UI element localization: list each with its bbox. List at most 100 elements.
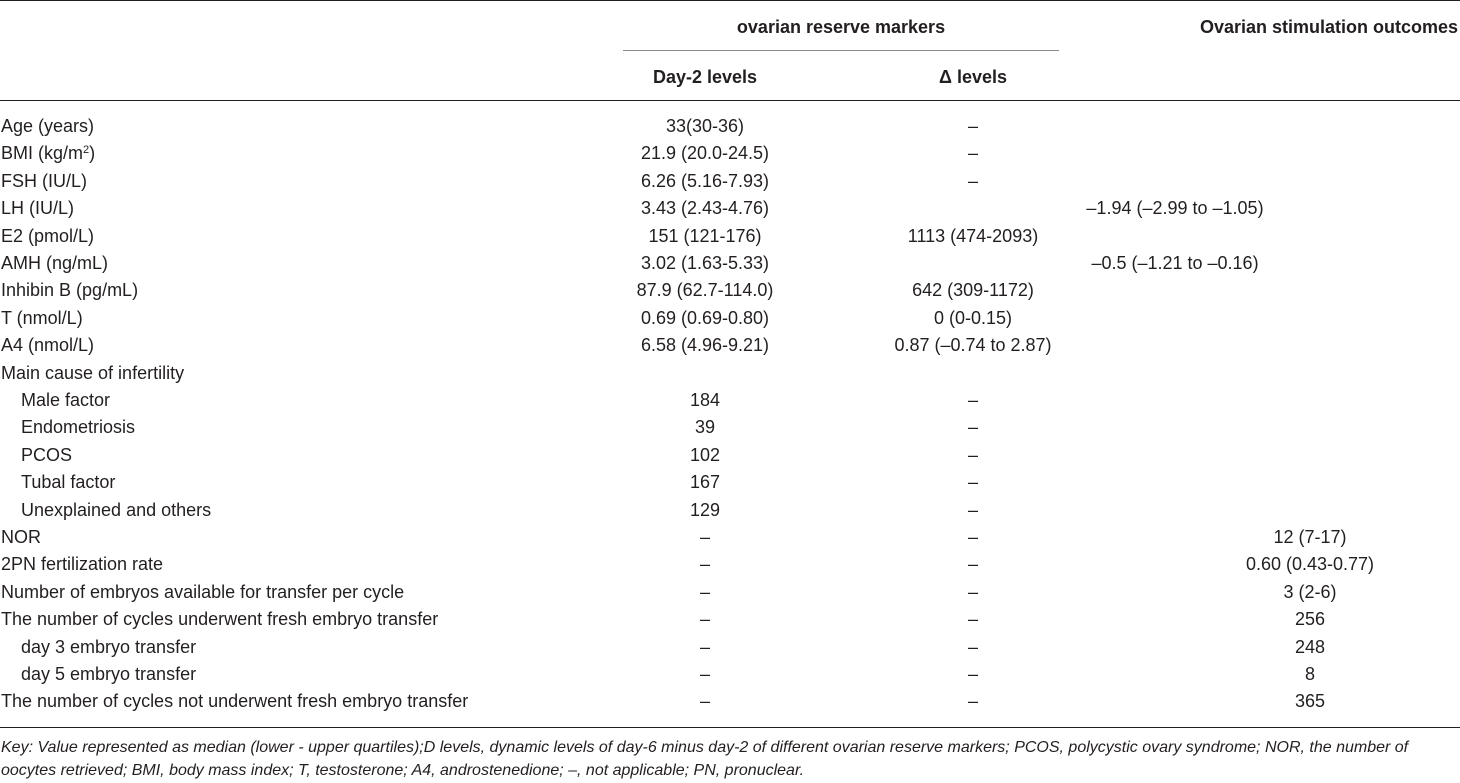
table-row: T (nmol/L) 0.69 (0.69-0.80) 0 (0-0.15) bbox=[0, 305, 1460, 332]
outcome-value: 0.60 (0.43-0.77) bbox=[1245, 554, 1375, 575]
outcome-value: 256 bbox=[1294, 609, 1326, 630]
day2-value: 167 bbox=[689, 472, 721, 493]
day2-value: 87.9 (62.7-114.0) bbox=[636, 280, 774, 301]
row-label-text: LH (IU/L) bbox=[1, 198, 75, 219]
row-label: Main cause of infertility bbox=[1, 360, 184, 387]
table-row: Number of embryos available for transfer… bbox=[0, 579, 1460, 606]
table-top-rule bbox=[0, 0, 1460, 1]
row-label: T (nmol/L) bbox=[1, 305, 83, 332]
row-label: BMI (kg/m2) bbox=[1, 140, 95, 167]
row-label-text: E2 (pmol/L) bbox=[1, 225, 95, 246]
delta-value: – bbox=[967, 390, 978, 410]
table-row: Inhibin B (pg/mL) 87.9 (62.7-114.0) 642 (3… bbox=[0, 277, 1460, 304]
delta-value: – bbox=[967, 527, 978, 547]
row-label-text: NOR bbox=[1, 527, 41, 547]
table-row: AMH (ng/mL) 3.02 (1.63-5.33) –0.5 (–1.21 t… bbox=[0, 250, 1460, 277]
day2-value: 3.43 (2.43-4.76) bbox=[640, 198, 770, 219]
outcome-value: 3 (2-6) bbox=[1283, 581, 1337, 602]
row-label-text: Inhibin B (pg/mL) bbox=[1, 280, 139, 301]
row-label: Endometriosis bbox=[21, 414, 135, 441]
day2-value: – bbox=[699, 554, 710, 575]
day2-value: – bbox=[699, 664, 710, 684]
row-label-text: FSH (IU/L) bbox=[1, 170, 88, 191]
day2-value: 21.9 (20.0-24.5) bbox=[640, 143, 770, 164]
day2-value: – bbox=[699, 581, 710, 602]
table-row: FSH (IU/L) 6.26 (5.16-7.93) – bbox=[0, 168, 1460, 195]
row-label: LH (IU/L) bbox=[1, 195, 74, 222]
day2-value: – bbox=[699, 636, 710, 657]
table-row: Unexplained and others 129 – bbox=[0, 497, 1460, 524]
outcome-value: 365 bbox=[1294, 691, 1326, 712]
delta-value: 0 (0-0.15) bbox=[933, 307, 1013, 328]
table-row: Main cause of infertility bbox=[0, 360, 1460, 387]
delta-value: – bbox=[967, 664, 978, 684]
ovarian-reserve-group-header: ovarian reserve markers bbox=[736, 17, 946, 37]
delta-value: – bbox=[967, 116, 978, 136]
table-row: LH (IU/L) 3.43 (2.43-4.76) –1.94 (–2.99 to… bbox=[0, 195, 1460, 222]
delta-value: – bbox=[967, 143, 978, 164]
row-label-text: 2PN fertilization rate bbox=[1, 554, 164, 575]
day2-value: 6.58 (4.96-9.21) bbox=[640, 335, 770, 356]
day2-value: 6.26 (5.16-7.93) bbox=[640, 170, 770, 191]
table-row: 2PN fertilization rate – – 0.60 (0.43-0.77) bbox=[0, 551, 1460, 578]
table-footnote: Key: Value represented as median (lower … bbox=[1, 739, 1409, 779]
table-row: day 5 embryo transfer – – 8 bbox=[0, 661, 1460, 688]
row-label: 2PN fertilization rate bbox=[1, 551, 163, 578]
delta-value: – bbox=[967, 444, 978, 465]
group-header-rule bbox=[623, 50, 1059, 51]
header-bottom-rule bbox=[0, 100, 1460, 101]
row-label: FSH (IU/L) bbox=[1, 168, 87, 195]
row-label-text: Number of embryos available for transfer… bbox=[1, 581, 405, 602]
row-label-text: A4 (nmol/L) bbox=[1, 335, 95, 356]
outcome-value: 8 bbox=[1304, 664, 1315, 684]
row-label-text: Tubal factor bbox=[21, 472, 116, 493]
day2-value: 33(30-36) bbox=[665, 116, 745, 136]
row-label-text: day 3 embryo transfer bbox=[21, 636, 197, 657]
row-label-text: T (nmol/L) bbox=[1, 307, 83, 328]
row-label: NOR bbox=[1, 524, 41, 551]
table-row: Tubal factor 167 – bbox=[0, 469, 1460, 496]
delta-value: 1113 (474-2093) bbox=[907, 225, 1039, 246]
delta-value: 0.87 (–0.74 to 2.87) bbox=[894, 335, 1052, 356]
table-row: NOR – – 12 (7-17) bbox=[0, 524, 1460, 551]
outcome-value: 248 bbox=[1294, 636, 1326, 657]
table-row: The number of cycles not underwent fresh… bbox=[0, 688, 1460, 715]
day2-levels-header: Day-2 levels bbox=[652, 67, 758, 87]
outcome-value: –1.94 (–2.99 to –1.05) bbox=[1086, 198, 1264, 219]
day2-value: 129 bbox=[689, 499, 721, 520]
table-row: PCOS 102 – bbox=[0, 442, 1460, 469]
table-row: BMI (kg/m2) 21.9 (20.0-24.5) – bbox=[0, 140, 1460, 167]
day2-value: 151 (121-176) bbox=[648, 225, 762, 246]
row-label-text: Unexplained and others bbox=[21, 499, 212, 520]
row-label: Male factor bbox=[21, 387, 110, 414]
row-label: E2 (pmol/L) bbox=[1, 223, 94, 250]
delta-value: – bbox=[967, 609, 978, 630]
row-label-text: Main cause of infertility bbox=[1, 362, 185, 383]
day2-value: 3.02 (1.63-5.33) bbox=[640, 253, 770, 273]
row-label-text: The number of cycles underwent fresh emb… bbox=[1, 609, 439, 630]
row-label: day 5 embryo transfer bbox=[21, 661, 196, 688]
day2-value: 184 bbox=[689, 390, 721, 410]
delta-value: – bbox=[967, 417, 978, 438]
delta-value: – bbox=[967, 170, 978, 191]
outcome-value: 12 (7-17) bbox=[1273, 527, 1347, 547]
row-label: The number of cycles not underwent fresh… bbox=[1, 688, 468, 715]
day2-value: – bbox=[699, 691, 710, 712]
row-label-text: AMH (ng/mL) bbox=[1, 253, 109, 273]
row-label: A4 (nmol/L) bbox=[1, 332, 94, 359]
day2-value: – bbox=[699, 527, 710, 547]
row-label: PCOS bbox=[21, 442, 72, 469]
row-label-text: The number of cycles not underwent fresh… bbox=[1, 691, 469, 712]
row-label: Tubal factor bbox=[21, 469, 115, 496]
row-label-text: BMI (kg/m bbox=[1, 143, 84, 164]
table-row: Endometriosis 39 – bbox=[0, 414, 1460, 441]
row-label: Age (years) bbox=[1, 113, 94, 140]
row-label-text: PCOS bbox=[21, 444, 73, 465]
table-row: E2 (pmol/L) 151 (121-176) 1113 (474-2093) bbox=[0, 223, 1460, 250]
delta-value: – bbox=[967, 554, 978, 575]
row-label: Unexplained and others bbox=[21, 497, 211, 524]
row-label: Inhibin B (pg/mL) bbox=[1, 277, 138, 304]
table-row: Age (years) 33(30-36) – bbox=[0, 113, 1460, 140]
table-row: day 3 embryo transfer – – 248 bbox=[0, 634, 1460, 661]
day2-value: 0.69 (0.69-0.80) bbox=[640, 307, 770, 328]
